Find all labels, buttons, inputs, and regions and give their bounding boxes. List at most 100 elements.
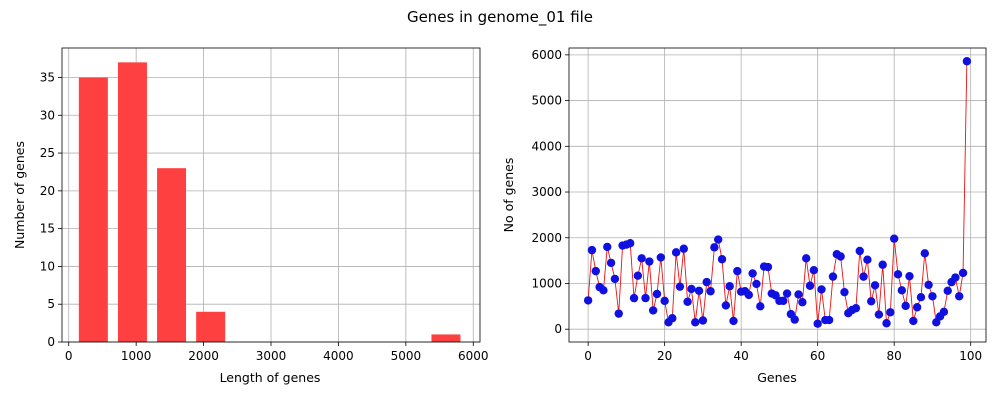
line-point — [683, 297, 692, 306]
line-point — [671, 248, 681, 257]
histogram-ylabel: Number of genes — [12, 141, 27, 249]
line-point — [714, 235, 723, 244]
line-point — [610, 274, 620, 284]
line-xtick-label: 80 — [887, 349, 902, 363]
line-point — [679, 244, 688, 253]
line-point — [912, 303, 922, 312]
line-point — [859, 272, 868, 281]
line-point — [801, 254, 811, 263]
line-ylabel: No of genes — [501, 158, 516, 233]
line-point — [874, 310, 884, 319]
line-point — [809, 266, 819, 275]
line-point — [889, 234, 899, 243]
line-point — [932, 318, 941, 327]
line-point — [798, 298, 807, 307]
histogram-xtick-label: 3000 — [256, 349, 287, 363]
line-ytick-label: 6000 — [531, 48, 562, 62]
line-ytick-label: 2000 — [531, 231, 562, 245]
line-point — [962, 57, 972, 66]
line-ytick-label: 1000 — [531, 276, 562, 290]
line-point — [591, 266, 600, 276]
line-point — [668, 314, 677, 323]
line-point — [886, 308, 895, 317]
line-point — [901, 301, 910, 311]
line-ytick-label: 4000 — [531, 139, 562, 153]
line-point — [790, 315, 799, 324]
line-point — [656, 253, 666, 262]
line-point — [851, 303, 861, 313]
line-point — [909, 316, 918, 326]
line-point — [824, 315, 834, 325]
line-point — [729, 316, 738, 326]
line-point — [698, 316, 708, 325]
line-point — [939, 307, 949, 317]
histogram-ytick-label: 10 — [40, 259, 55, 273]
line-point — [702, 277, 711, 287]
line-ytick-label: 0 — [554, 322, 562, 336]
histogram-bars — [78, 62, 461, 343]
line-frame — [568, 47, 987, 343]
histogram-xlabel: Length of genes — [220, 370, 321, 385]
histogram-xtick-label: 4000 — [323, 349, 354, 363]
line-point — [706, 287, 715, 296]
line-point — [660, 296, 669, 306]
line-point — [878, 260, 887, 269]
line-point — [916, 292, 926, 302]
line-point — [603, 242, 612, 252]
histogram-panel: 0 1000 2000 3000 4000 5000 600005101520253035 … — [12, 47, 489, 385]
histogram-bar — [157, 168, 187, 342]
histogram-ytick-label: 30 — [40, 108, 55, 122]
line-point — [782, 289, 792, 298]
line-point — [675, 282, 685, 291]
line-point — [867, 297, 876, 306]
line-point — [893, 270, 903, 279]
histogram-ytick-label: 25 — [40, 146, 55, 160]
line-point — [717, 255, 727, 264]
line-point — [920, 249, 929, 258]
line-point — [870, 281, 880, 290]
line-point — [694, 286, 704, 295]
histogram-bar — [431, 334, 461, 342]
line-point — [687, 284, 696, 294]
line-point — [648, 306, 658, 315]
line-point — [725, 282, 734, 291]
histogram-ytick-label: 0 — [47, 335, 55, 349]
histogram-ytick-label: 35 — [40, 70, 55, 84]
line-point — [748, 269, 757, 278]
line-point — [744, 290, 754, 300]
histogram-ticks: 0 1000 2000 3000 4000 5000 6000 0 5 10 15 20 25 30 35 — [40, 70, 489, 363]
line-point — [863, 255, 872, 264]
histogram-ytick-label: 15 — [40, 222, 55, 236]
line-point — [855, 246, 864, 256]
line-point — [813, 319, 822, 328]
line-point — [629, 293, 639, 303]
line-ytick-label: 3000 — [531, 185, 562, 199]
line-point — [928, 292, 937, 301]
histogram-xtick-label: 1000 — [121, 349, 152, 363]
line-point — [691, 318, 700, 327]
line-point — [599, 286, 608, 295]
line-point — [614, 309, 623, 318]
line-point — [958, 268, 968, 278]
line-xtick-label: 20 — [657, 349, 672, 363]
figure-suptitle: Genes in genome_01 file — [407, 8, 593, 27]
line-point — [652, 289, 662, 299]
line-xtick-label: 0 — [584, 349, 592, 363]
line-point — [794, 290, 803, 299]
line-point — [943, 286, 952, 295]
histogram-xtick-label: 6000 — [458, 349, 489, 363]
line-xtick-label: 100 — [959, 349, 982, 363]
line-point — [840, 287, 849, 297]
histogram-bar — [117, 62, 147, 343]
line-point — [951, 273, 960, 282]
line-point — [633, 271, 643, 280]
line-point — [924, 280, 933, 290]
line-point — [641, 293, 650, 303]
line-point — [583, 296, 593, 305]
line-ytick-label: 5000 — [531, 94, 562, 108]
line-point — [779, 296, 788, 306]
line-point — [721, 301, 731, 310]
line-point — [882, 319, 891, 328]
line-point — [756, 302, 765, 311]
